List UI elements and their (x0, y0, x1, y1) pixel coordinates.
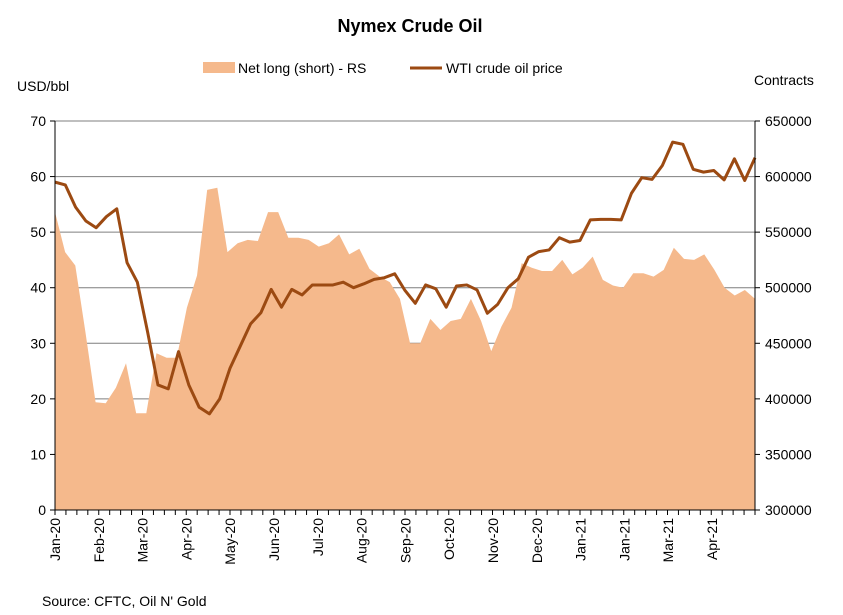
y-left-tick-label: 10 (30, 446, 46, 462)
line-series-wti (54, 140, 757, 416)
x-tick-label: Apr-21 (704, 518, 720, 560)
x-tick-label: Jul-20 (310, 518, 326, 556)
y-left-tick-label: 20 (30, 391, 46, 407)
area-series-net-long (55, 187, 755, 510)
x-tick-label: Oct-20 (441, 518, 457, 560)
x-tick-label: Feb-20 (91, 518, 107, 563)
y-right-tick-label: 500000 (765, 280, 812, 296)
x-tick-label: Mar-21 (660, 518, 676, 563)
x-tick-label: Apr-20 (178, 518, 194, 560)
y-left-tick-label: 50 (30, 224, 46, 240)
y-right-tick-label: 450000 (765, 335, 812, 351)
y-left-tick-label: 0 (38, 502, 46, 518)
y-left-tick-label: 40 (30, 280, 46, 296)
y-axis-right-label: Contracts (754, 72, 814, 88)
legend: Net long (short) - RS WTI crude oil pric… (203, 60, 563, 76)
x-axis-ticks: Jan-20 Feb-20 Mar-20 Apr-20 May-20 Jun-20 Jul-… (47, 510, 756, 565)
y-right-tick-label: 350000 (765, 446, 812, 462)
y-left-tick-label: 60 (30, 169, 46, 185)
source-note: Source: CFTC, Oil N' Gold (42, 593, 207, 609)
x-tick-label: May-20 (222, 518, 238, 565)
y-left-tick-label: 30 (30, 335, 46, 351)
x-tick-label: Nov-20 (485, 518, 501, 563)
y-right-tick-label: 600000 (765, 169, 812, 185)
x-tick-label: Jan-20 (47, 518, 63, 561)
chart-title: Nymex Crude Oil (337, 16, 482, 36)
y-left-tick-label: 70 (30, 113, 46, 129)
x-tick-label: Mar-20 (135, 518, 151, 563)
y-axis-left-ticks: 0 10 20 30 40 50 60 70 (30, 113, 55, 518)
y-right-tick-label: 550000 (765, 224, 812, 240)
legend-label-wti: WTI crude oil price (446, 60, 563, 76)
x-tick-label: Dec-20 (529, 518, 545, 563)
y-right-tick-label: 650000 (765, 113, 812, 129)
legend-swatch-net-long (203, 62, 235, 73)
x-tick-label: Jun-20 (266, 518, 282, 561)
x-tick-label: Jan-21 (573, 518, 589, 561)
wti-price-line (54, 140, 757, 416)
net-long-area (55, 187, 755, 510)
x-tick-label: Sep-20 (397, 518, 413, 563)
y-right-tick-label: 400000 (765, 391, 812, 407)
x-tick-label: Aug-20 (354, 518, 370, 563)
y-axis-left-label: USD/bbl (17, 78, 69, 94)
y-axis-right-ticks: 300000 350000 400000 450000 500000 550000 6000… (755, 113, 812, 518)
y-right-tick-label: 300000 (765, 502, 812, 518)
x-tick-label: Jan-21 (616, 518, 632, 561)
legend-label-net-long: Net long (short) - RS (238, 60, 366, 76)
